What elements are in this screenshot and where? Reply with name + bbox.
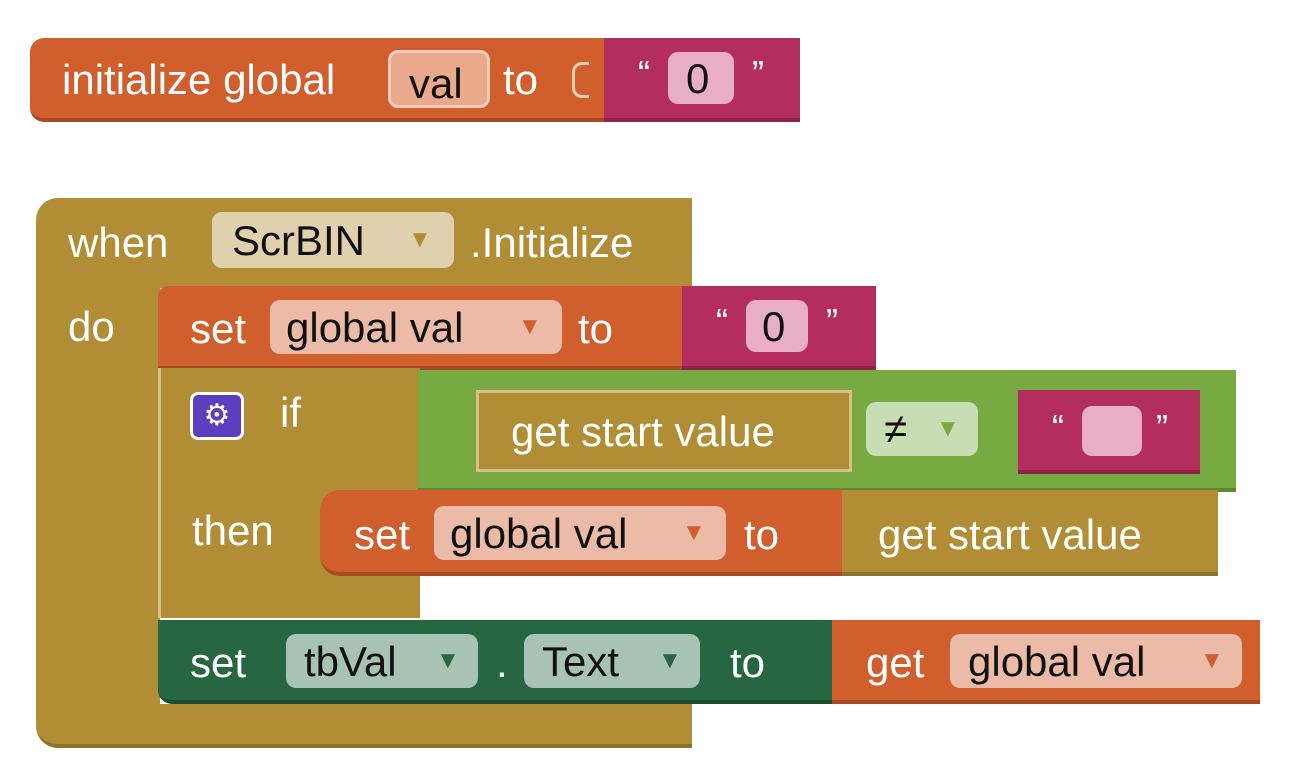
chevron-down-icon: ▼ <box>936 415 960 442</box>
get-global-val-block[interactable]: get global val ▼ <box>832 620 1260 704</box>
global-var-dropdown[interactable]: global val ▼ <box>270 300 562 354</box>
to-label: to <box>578 305 614 352</box>
open-quote: “ <box>1052 407 1064 448</box>
value-socket <box>572 62 589 98</box>
when-label: when <box>68 219 169 266</box>
set-global-val-block[interactable]: set global val ▼ to <box>158 286 688 370</box>
chevron-down-icon: ▼ <box>518 313 542 340</box>
close-quote: ” <box>826 301 838 342</box>
then-label: then <box>192 507 274 554</box>
property-name: Text <box>542 638 620 685</box>
property-dropdown-text[interactable]: Text ▼ <box>524 634 700 688</box>
event-name-label: .Initialize <box>470 219 634 266</box>
get-start-value-block[interactable]: get start value <box>476 390 852 472</box>
chevron-down-icon: ▼ <box>408 226 432 253</box>
set-label: set <box>354 511 411 558</box>
component-name: tbVal <box>304 638 397 685</box>
get-start-value-label: get start value <box>878 511 1142 558</box>
text-value-field[interactable]: 0 <box>668 52 734 104</box>
chevron-down-icon: ▼ <box>682 519 706 546</box>
if-label: if <box>280 389 301 436</box>
text-value-field[interactable]: 0 <box>746 300 808 352</box>
variable-name-field[interactable]: val <box>388 50 490 108</box>
set-tbval-text-block[interactable]: set tbVal ▼ . Text ▼ to <box>158 620 838 704</box>
chevron-down-icon: ▼ <box>436 647 460 674</box>
open-quote: “ <box>638 53 650 94</box>
text-string-block-zero[interactable]: “ 0 ” <box>682 286 876 370</box>
then-set-global-val-block[interactable]: set global val ▼ to <box>320 490 846 576</box>
text-string-block-init[interactable]: “ 0 ” <box>604 38 800 122</box>
init-to-label: to <box>503 56 539 103</box>
set-label: set <box>190 639 247 686</box>
text-value-field-empty[interactable] <box>1082 406 1142 456</box>
global-var-name: global val <box>286 304 464 351</box>
to-label: to <box>730 639 766 686</box>
initialize-global-block[interactable]: initialize global val to <box>30 38 610 122</box>
component-name: ScrBIN <box>232 217 366 264</box>
component-dropdown-tbval[interactable]: tbVal ▼ <box>286 634 478 688</box>
text-value: 0 <box>762 303 786 350</box>
get-start-value-label: get start value <box>511 408 775 455</box>
chevron-down-icon: ▼ <box>1200 647 1224 674</box>
text-string-block-empty[interactable]: “ ” <box>1018 390 1200 474</box>
chevron-down-icon: ▼ <box>658 647 682 674</box>
event-block-side <box>36 286 160 706</box>
text-value: 0 <box>686 55 710 102</box>
close-quote: ” <box>1156 407 1168 448</box>
global-var-name: global val <box>968 638 1146 685</box>
compare-block[interactable]: get start value ≠ ▼ “ ” <box>418 370 1236 492</box>
global-var-dropdown[interactable]: global val ▼ <box>950 634 1242 688</box>
variable-name-text: val <box>409 60 463 107</box>
event-block-bottom <box>36 704 692 748</box>
close-quote: ” <box>752 53 764 94</box>
dot-separator: . <box>496 639 508 686</box>
operator-dropdown[interactable]: ≠ ▼ <box>866 402 978 456</box>
get-label: get <box>866 639 925 686</box>
do-label: do <box>68 303 115 350</box>
global-var-dropdown[interactable]: global val ▼ <box>434 506 726 560</box>
operator-symbol: ≠ <box>884 405 908 452</box>
initialize-global-label: initialize global <box>62 56 336 103</box>
to-label: to <box>744 511 780 558</box>
open-quote: “ <box>716 301 728 342</box>
component-dropdown-scrbin[interactable]: ScrBIN ▼ <box>212 212 454 268</box>
gear-icon[interactable]: ⚙ <box>190 392 244 440</box>
get-start-value-block-then[interactable]: get start value <box>842 490 1218 576</box>
set-label: set <box>190 305 247 352</box>
global-var-name: global val <box>450 510 628 557</box>
